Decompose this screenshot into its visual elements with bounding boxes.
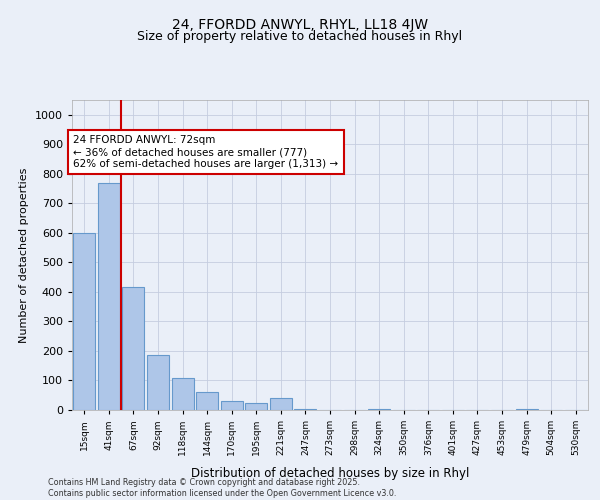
Bar [368,408,390,410]
Bar [172,378,194,410]
Y-axis label: Number of detached properties: Number of detached properties [19,168,29,342]
Bar [515,408,538,410]
Bar [245,402,268,410]
Bar [147,356,169,410]
Text: Contains HM Land Registry data © Crown copyright and database right 2025.
Contai: Contains HM Land Registry data © Crown c… [48,478,397,498]
X-axis label: Distribution of detached houses by size in Rhyl: Distribution of detached houses by size … [191,466,469,479]
Bar [196,392,218,410]
Bar [221,401,243,410]
Bar [122,288,145,410]
Text: Size of property relative to detached houses in Rhyl: Size of property relative to detached ho… [137,30,463,43]
Bar [73,233,95,410]
Bar [295,408,316,410]
Bar [270,398,292,410]
Text: 24 FFORDD ANWYL: 72sqm
← 36% of detached houses are smaller (777)
62% of semi-de: 24 FFORDD ANWYL: 72sqm ← 36% of detached… [73,136,338,168]
Text: 24, FFORDD ANWYL, RHYL, LL18 4JW: 24, FFORDD ANWYL, RHYL, LL18 4JW [172,18,428,32]
Bar [98,182,120,410]
